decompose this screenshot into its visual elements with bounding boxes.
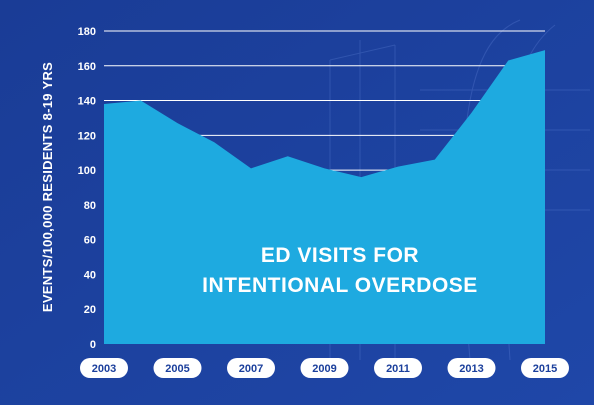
data-area [103, 50, 546, 344]
x-axis-ticks: 2003 2005 2007 2009 2011 2013 2015 [80, 358, 569, 378]
x-tick-pill [521, 358, 569, 378]
y-axis-ticks: 0 20 40 60 80 100 120 140 160 180 [78, 26, 96, 351]
area-series [104, 50, 545, 344]
x-tick: 2015 [521, 358, 569, 378]
x-tick-pill [153, 358, 202, 378]
x-tick: 2009 [300, 358, 349, 378]
y-tick-label: 80 [84, 200, 96, 212]
chart-annotation-line-1: ED VISITS FOR [261, 244, 419, 267]
x-tick-pill [227, 358, 275, 378]
x-tick: 2013 [447, 358, 496, 378]
x-tick-label: 2015 [533, 363, 557, 375]
x-tick: 2005 [153, 358, 202, 378]
x-tick-pill [80, 358, 128, 378]
y-tick-label: 40 [84, 269, 96, 281]
y-tick-label: 120 [78, 130, 96, 142]
y-tick-label: 140 [78, 96, 96, 108]
y-tick-label: 0 [90, 339, 96, 351]
x-tick-label: 2009 [312, 363, 336, 375]
y-tick-label: 60 [84, 235, 96, 247]
x-tick-label: 2013 [459, 363, 483, 375]
x-tick-label: 2011 [386, 363, 410, 375]
chart-annotation-line-2: INTENTIONAL OVERDOSE [202, 274, 478, 297]
y-tick-label: 160 [78, 61, 96, 73]
x-tick: 2003 [80, 358, 128, 378]
x-tick-label: 2005 [165, 363, 189, 375]
y-tick-label: 100 [78, 165, 96, 177]
y-tick-label: 180 [78, 26, 96, 38]
x-tick: 2007 [227, 358, 275, 378]
y-tick-label: 20 [84, 304, 96, 316]
x-tick: 2011 [374, 358, 422, 378]
x-tick-label: 2007 [239, 363, 263, 375]
y-axis-label: EVENTS/100,000 RESIDENTS 8-19 YRS [40, 62, 55, 312]
x-tick-label: 2003 [92, 363, 116, 375]
x-tick-pill [447, 358, 496, 378]
x-tick-pill [374, 358, 422, 378]
x-tick-pill [300, 358, 349, 378]
